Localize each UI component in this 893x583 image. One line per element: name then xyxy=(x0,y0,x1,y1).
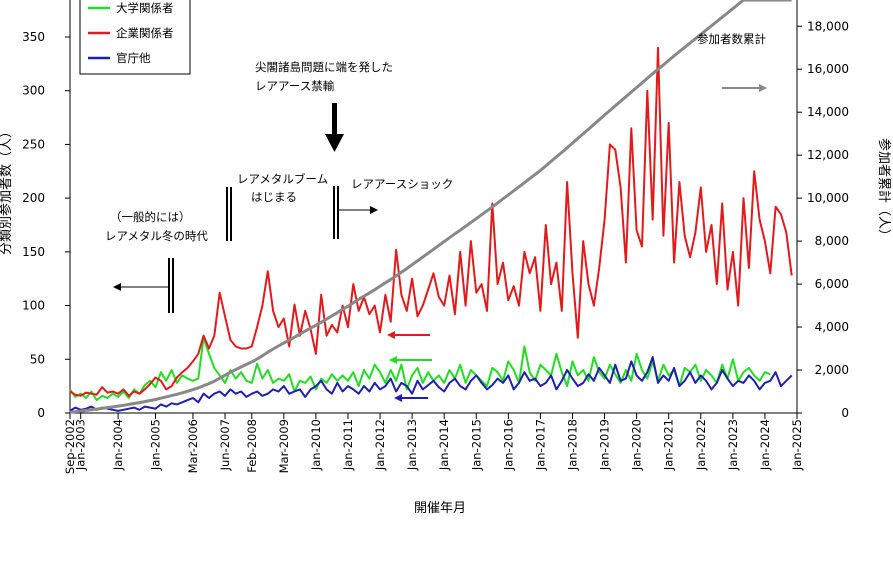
y-axis-right-title: 参加者累計（人） xyxy=(876,138,892,242)
x-tick-label: Mar-2006 xyxy=(186,419,200,473)
x-tick-label: Jan-2023 xyxy=(726,419,740,471)
series-line-0 xyxy=(69,336,771,402)
y-left-tick-label: 300 xyxy=(22,84,45,98)
x-tick-label: Jan-2005 xyxy=(149,419,163,471)
y-right-tick-label: 16,000 xyxy=(807,62,849,76)
y-axis-left-title: 分類別参加者数（人） xyxy=(0,125,14,255)
arrow-industry-pointer-head xyxy=(387,331,395,339)
x-tick-label: Jan-2021 xyxy=(662,419,676,471)
annotation-boom-line2: はじまる xyxy=(251,190,297,204)
legend-box xyxy=(79,0,191,75)
legend: 大学関係者 企業関係者 官庁他 xyxy=(79,0,191,75)
x-tick-label: Jan-2020 xyxy=(630,419,644,471)
marker-boom-right xyxy=(230,187,232,241)
y-right-tick-label: 6,000 xyxy=(815,277,849,291)
arrow-senkaku-shaft xyxy=(332,103,337,138)
y-right-tick-label: 18,000 xyxy=(807,19,849,33)
x-tick-label: Jan-2016 xyxy=(501,419,515,471)
series-line-1 xyxy=(69,46,793,397)
arrow-shock-head xyxy=(370,206,378,214)
axes xyxy=(65,0,802,419)
x-tick-label: Jan-2019 xyxy=(598,419,612,471)
marker-winter-right xyxy=(172,258,174,313)
marker-boom-left xyxy=(226,187,228,241)
y-axis-left-title-text: 分類別参加者数（人） xyxy=(0,125,14,255)
annotation-shock: レアアースショック xyxy=(351,177,453,191)
marker-winter-left xyxy=(168,258,170,313)
x-tick-label: Jan-2014 xyxy=(437,419,451,471)
annotations: 参加者数累計 尖閣諸島問題に端を発した レアアース禁輸 レアメタルブーム はじま… xyxy=(105,32,767,402)
x-tick-label: Sep-2002 xyxy=(63,419,77,474)
arrow-government-pointer-head xyxy=(394,394,402,402)
y-right-tick-label: 0 xyxy=(841,406,849,420)
x-tick-label: Jan-2012 xyxy=(373,419,387,471)
arrow-cumulative-head xyxy=(759,84,767,92)
annotation-boom-line1: レアメタルブーム xyxy=(237,172,328,186)
arrow-winter-head xyxy=(113,283,121,291)
y-left-tick-label: 100 xyxy=(22,299,45,313)
y-left-tick-label: 150 xyxy=(22,245,45,259)
legend-label-university: 大学関係者 xyxy=(116,1,174,15)
x-tick-label: Jan-2018 xyxy=(565,419,579,471)
x-tick-label: Jan-2025 xyxy=(790,419,804,471)
series-line-3 xyxy=(69,0,792,414)
x-tick-label: Jan-2022 xyxy=(694,419,708,471)
x-tick-label: Mar-2009 xyxy=(277,419,291,473)
y-right-tick-label: 14,000 xyxy=(807,105,849,119)
arrow-senkaku-head xyxy=(325,134,344,152)
annotation-winter-line2: レアメタル冬の時代 xyxy=(105,229,208,243)
x-tick-label: Jan-2010 xyxy=(309,419,323,471)
x-tick-label: Jan-2013 xyxy=(405,419,419,471)
x-axis-title: 開催年月 xyxy=(414,501,466,516)
annotation-senkaku-line2: レアアース禁輸 xyxy=(255,79,335,93)
series-lines xyxy=(69,0,793,414)
y-left-tick-label: 50 xyxy=(30,352,45,366)
x-tick-label: Jan-2015 xyxy=(469,419,483,471)
y-right-tick-label: 12,000 xyxy=(807,148,849,162)
y-axis-right-title-text: 参加者累計（人） xyxy=(876,138,892,242)
tick-labels: 0 50 100 150 200 250 300 350 0 2,000 4,000 6,000 8,0… xyxy=(22,19,849,474)
y-left-tick-label: 0 xyxy=(37,406,45,420)
y-right-tick-label: 10,000 xyxy=(807,191,849,205)
x-tick-label: Jun-2007 xyxy=(218,419,232,471)
x-tick-label: Feb-2008 xyxy=(245,419,259,473)
y-left-tick-label: 350 xyxy=(22,30,45,44)
legend-label-government: 官庁他 xyxy=(116,51,151,65)
arrow-university-pointer-head xyxy=(389,356,397,364)
series-line-2 xyxy=(69,356,793,412)
legend-label-industry: 企業関係者 xyxy=(116,26,174,40)
x-tick-label: Jan-2004 xyxy=(111,419,125,471)
y-right-tick-label: 2,000 xyxy=(815,363,849,377)
x-tick-label: Jan-2011 xyxy=(341,419,355,471)
annotation-cumulative: 参加者数累計 xyxy=(697,32,766,46)
marker-shock-left xyxy=(333,186,335,239)
annotation-senkaku-line1: 尖閣諸島問題に端を発した xyxy=(255,60,393,74)
x-tick-label: Jan-2017 xyxy=(533,419,547,471)
x-tick-label: Jan-2024 xyxy=(758,419,772,471)
y-left-tick-label: 200 xyxy=(22,191,45,205)
marker-shock-right xyxy=(337,186,339,239)
annotation-winter-line1: （一般的には） xyxy=(110,210,191,224)
y-right-tick-label: 4,000 xyxy=(815,320,849,334)
x-tick-label: Jan-2003 xyxy=(74,419,88,471)
y-right-tick-label: 8,000 xyxy=(815,234,849,248)
y-left-tick-label: 250 xyxy=(22,137,45,151)
